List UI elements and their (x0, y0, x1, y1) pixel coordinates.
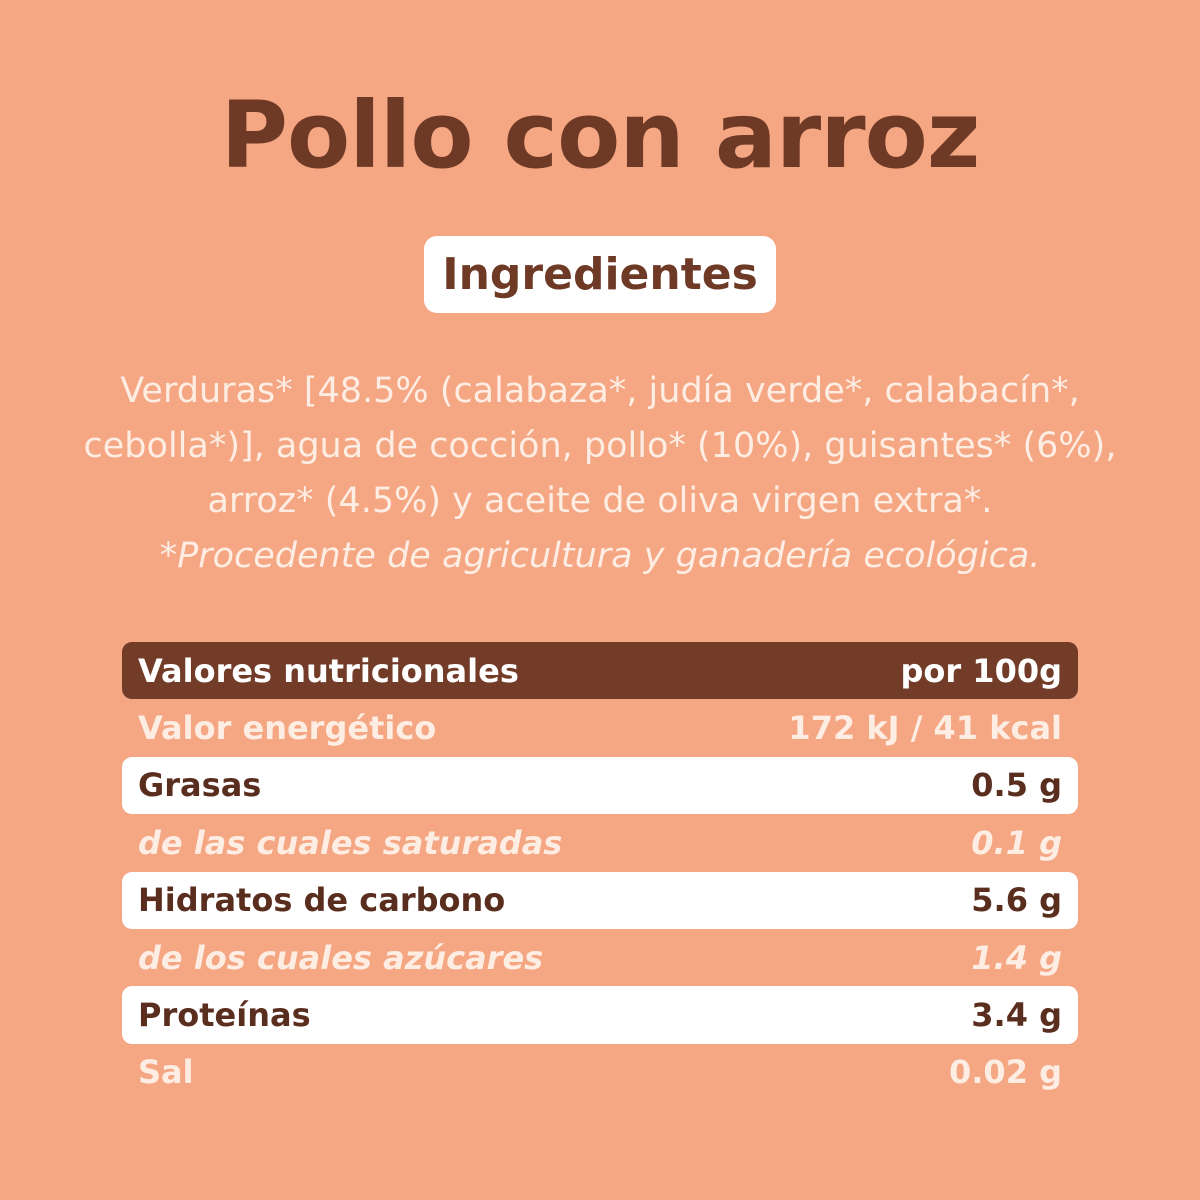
product-title: Pollo con arroz (220, 82, 981, 189)
row-label: Grasas (138, 766, 262, 805)
ingredients-note: *Procedente de agricultura y ganadería e… (159, 536, 1041, 576)
ingredients-block: Verduras* [48.5% (calabaza*, judía verde… (80, 364, 1120, 584)
row-value: 0.02 g (949, 1053, 1062, 1092)
table-row: Proteínas 3.4 g (122, 986, 1078, 1044)
row-value: 5.6 g (971, 881, 1062, 920)
header-label: Valores nutricionales (138, 651, 519, 690)
ingredients-text: Verduras* [48.5% (calabaza*, judía verde… (83, 371, 1117, 521)
table-row: Sal 0.02 g (122, 1044, 1078, 1101)
row-label: Proteínas (138, 996, 311, 1035)
nutrition-header: Valores nutricionales por 100g (122, 642, 1078, 700)
header-value: por 100g (900, 651, 1062, 690)
row-value: 0.1 g (971, 823, 1062, 862)
row-label: Hidratos de carbono (138, 881, 506, 920)
table-row: Valor energético 172 kJ / 41 kcal (122, 699, 1078, 756)
row-value: 3.4 g (971, 996, 1062, 1035)
row-value: 0.5 g (971, 766, 1062, 805)
table-row: Hidratos de carbono 5.6 g (122, 871, 1078, 929)
nutrition-table: Valores nutricionales por 100g Valor ene… (122, 642, 1078, 1101)
row-label: de los cuales azúcares (138, 938, 544, 977)
row-label: Valor energético (138, 709, 437, 748)
table-row: Grasas 0.5 g (122, 756, 1078, 815)
row-value: 1.4 g (971, 938, 1062, 977)
row-label: Sal (138, 1053, 194, 1092)
ingredients-heading: Ingredientes (424, 236, 776, 313)
table-row: de los cuales azúcares 1.4 g (122, 929, 1078, 986)
row-label: de las cuales saturadas (138, 823, 563, 862)
table-row: de las cuales saturadas 0.1 g (122, 814, 1078, 871)
row-value: 172 kJ / 41 kcal (788, 709, 1062, 748)
